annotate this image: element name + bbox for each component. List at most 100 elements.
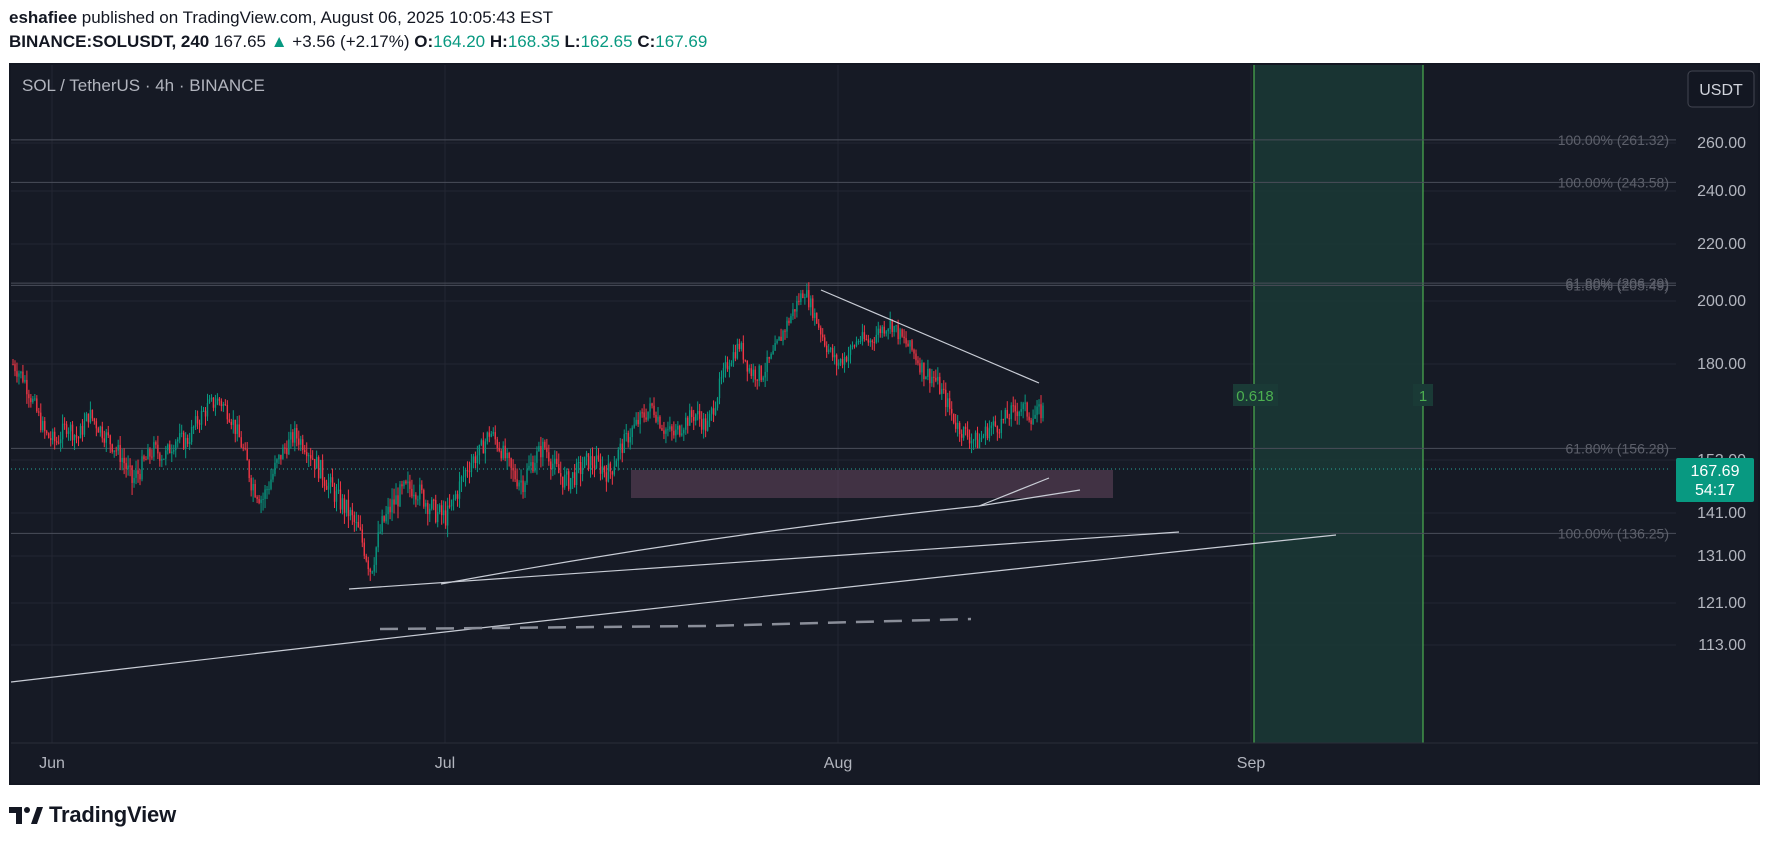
candle-body [837,362,840,366]
author-name[interactable]: eshafiee [9,8,78,27]
candle-body [294,428,296,443]
candle-body [95,421,98,429]
candle-body [780,336,782,341]
candle-body [611,471,614,475]
candle-body [135,470,137,478]
candle-body [643,412,645,418]
candle-body [845,357,848,362]
candle-body [671,426,673,431]
fib-level-label: 100.00% (243.58) [1558,174,1669,190]
currency-button-label[interactable]: USDT [1699,82,1743,99]
last-price-value: 167.69 [1691,463,1740,480]
candle-body [889,320,891,330]
candle-body [145,459,147,461]
candle-body [1000,418,1003,433]
candle-body [970,440,973,444]
candle-body [198,423,201,425]
change-arrow-icon: ▲ [270,32,288,51]
candle-body [863,332,866,340]
candle-body [698,411,701,419]
candle-body [371,571,373,573]
currency-button[interactable] [1687,70,1755,108]
candle-body [349,509,352,517]
candle-body [438,505,441,513]
candle-body [633,424,635,428]
candle-countdown: 54:17 [1695,482,1735,499]
candle-body [589,456,592,470]
candle-body [700,418,703,430]
candle-body [851,345,854,347]
price-axis: 260.00240.00220.00200.00180.00153.00141.… [1697,135,1746,654]
candle-body [992,421,995,426]
candle-body [829,348,832,350]
candle-body [266,489,268,491]
candle-body [480,440,483,445]
chart-frame[interactable]: 0.618 1 100.00% (261.32) 100.00% (243.58)… [9,63,1760,785]
candle-body [516,479,518,487]
candle-body [883,326,885,334]
candle-body [466,469,469,472]
candle-body [393,499,395,505]
candle-body [151,456,153,458]
candle-body [417,499,419,501]
candle-body [1004,410,1006,420]
candle-body [645,417,647,420]
time-zone-label-0618: 0.618 [1236,388,1274,405]
candle-body [639,412,641,425]
candle-body [300,439,302,445]
candle-body [994,421,997,427]
dashed-support-line [379,617,972,631]
candle-body [603,466,606,473]
candle-body [536,451,538,463]
candle-body [234,419,236,434]
close-label: C: [637,32,656,51]
price-tick-label: 113.00 [1698,637,1746,654]
candle-body [1022,403,1024,410]
candle-body [927,368,929,377]
candle-body [550,461,552,470]
candle-body [252,483,254,491]
candle-body [423,490,425,507]
candle-body [1018,411,1020,417]
candle-body [581,467,584,475]
candle-body [347,499,350,517]
tz-label-bg-1 [1233,384,1278,406]
candlesticks [12,282,1044,581]
candle-body [736,343,739,359]
candle-body [200,411,203,425]
candle-body [788,320,790,323]
price-tick-label: 141.00 [1697,505,1746,522]
candle-body [1036,406,1038,415]
candle-body [524,482,526,493]
chart-title: SOL / TetherUS · 4h · BINANCE [22,76,265,95]
candle-body [579,462,582,475]
candle-body [403,481,405,487]
candle-body [742,343,745,360]
candle-body [683,429,685,434]
candle-body [569,478,572,490]
candle-body [262,498,264,500]
candle-body [192,426,195,428]
candle-body [123,457,125,464]
candle-body [494,432,496,440]
candle-body [292,432,294,443]
candle-body [258,499,260,503]
current-price: 167.65 [214,32,266,51]
candle-body [917,360,919,364]
price-tick-label: 180.00 [1697,356,1746,373]
candle-body [131,465,133,483]
candle-body [982,435,985,438]
candle-body [1038,404,1040,407]
trendline-wedge-base [978,489,1081,507]
candle-body [186,437,189,444]
candle-body [280,454,282,460]
candle-body [915,353,917,361]
candle-body [933,376,935,378]
candle-body [421,484,423,491]
price-chart[interactable]: 0.618 1 100.00% (261.32) 100.00% (243.58)… [11,65,1760,785]
high-value: 168.35 [507,32,560,51]
candle-body [534,462,536,472]
tradingview-branding[interactable]: TradingView [9,800,176,830]
candle-body [625,433,627,435]
candle-body [153,442,155,457]
